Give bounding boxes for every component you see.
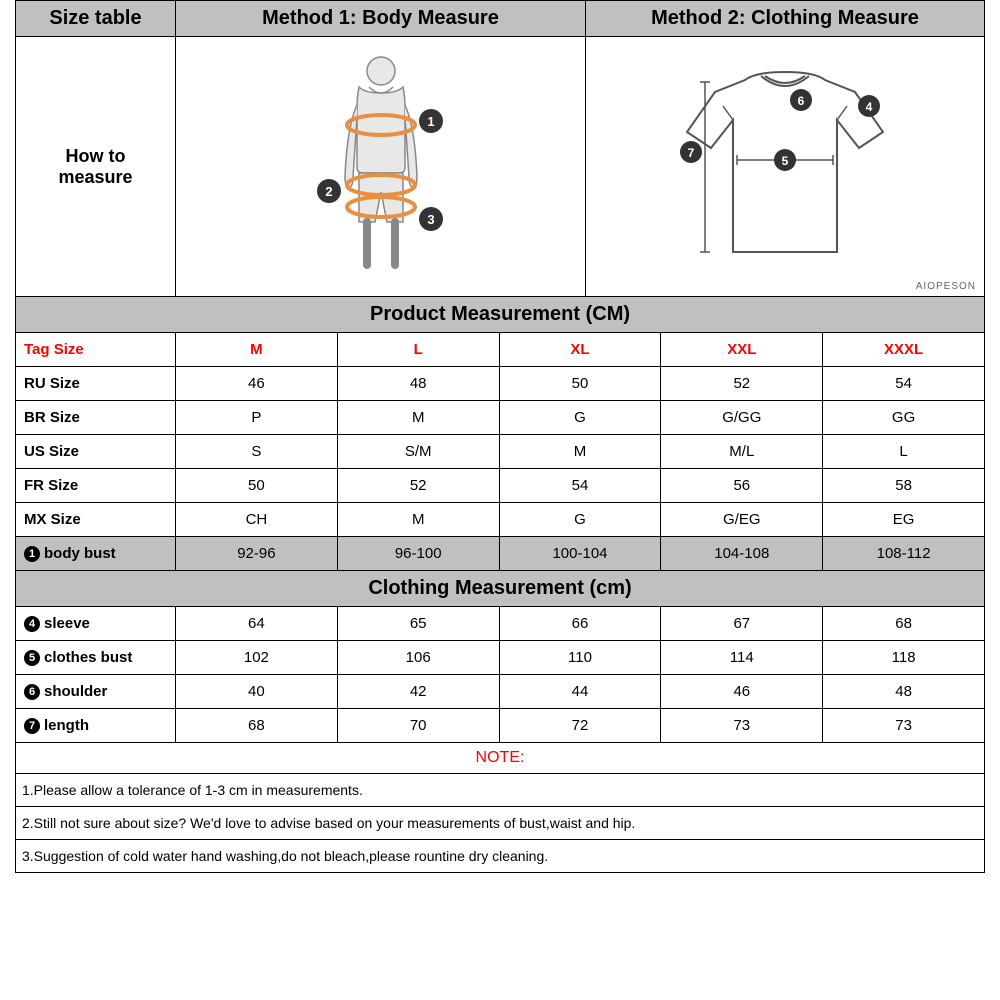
svg-text:7: 7 [688,146,695,160]
header-method1: Method 1: Body Measure [176,1,586,37]
br-size-row: BR Size P M G G/GG GG [16,401,984,435]
tag-col-1: L [338,333,500,366]
product-measurement-header: Product Measurement (CM) [16,297,984,333]
ru-label: RU Size [16,367,176,400]
svg-text:2: 2 [325,184,332,199]
shoulder-row: 6shoulder 40 42 44 46 48 [16,675,984,709]
body-measure-diagram: 1 2 3 [176,37,586,297]
note-header: NOTE: [16,743,984,774]
svg-text:4: 4 [866,100,873,114]
body-bust-row: 1body bust 92-96 96-100 100-104 104-108 … [16,537,984,571]
length-label: 7length [16,709,176,742]
brand-label: AIOPESON [916,281,976,292]
sleeve-row: 4sleeve 64 65 66 67 68 [16,607,984,641]
sleeve-label: 4sleeve [16,607,176,640]
tag-size-row: Tag Size M L XL XXL XXXL [16,333,984,367]
us-size-row: US Size S S/M M M/L L [16,435,984,469]
clothes-bust-label: 5clothes bust [16,641,176,674]
ru-size-row: RU Size 46 48 50 52 54 [16,367,984,401]
mx-label: MX Size [16,503,176,536]
header-method2: Method 2: Clothing Measure [586,1,984,37]
tag-col-0: M [176,333,338,366]
svg-text:3: 3 [427,212,434,227]
clothing-measure-diagram: 6 4 5 7 AIOPESON [586,37,984,297]
header-size-table: Size table [16,1,176,37]
mx-size-row: MX Size CH M G G/EG EG [16,503,984,537]
size-chart-container: Size table Method 1: Body Measure Method… [15,0,985,873]
body-bust-label: 1body bust [16,537,176,570]
fr-size-row: FR Size 50 52 54 56 58 [16,469,984,503]
tag-col-3: XXL [661,333,823,366]
top-header-row: Size table Method 1: Body Measure Method… [16,1,984,37]
clothing-measurement-header: Clothing Measurement (cm) [16,571,984,607]
body-figure-svg: 1 2 3 [271,47,491,287]
diagram-row: How to measure [16,37,984,297]
shoulder-label: 6shoulder [16,675,176,708]
tag-col-4: XXXL [823,333,984,366]
svg-text:1: 1 [427,114,434,129]
us-label: US Size [16,435,176,468]
note-2: 2.Still not sure about size? We'd love t… [16,807,984,840]
tshirt-svg: 6 4 5 7 [645,52,925,282]
tag-col-2: XL [500,333,662,366]
how-to-measure-label: How to measure [16,37,176,297]
svg-text:5: 5 [782,154,789,168]
tag-size-label: Tag Size [16,333,176,366]
br-label: BR Size [16,401,176,434]
clothes-bust-row: 5clothes bust 102 106 110 114 118 [16,641,984,675]
fr-label: FR Size [16,469,176,502]
note-3: 3.Suggestion of cold water hand washing,… [16,840,984,872]
length-row: 7length 68 70 72 73 73 [16,709,984,743]
note-1: 1.Please allow a tolerance of 1-3 cm in … [16,774,984,807]
svg-text:6: 6 [798,94,805,108]
